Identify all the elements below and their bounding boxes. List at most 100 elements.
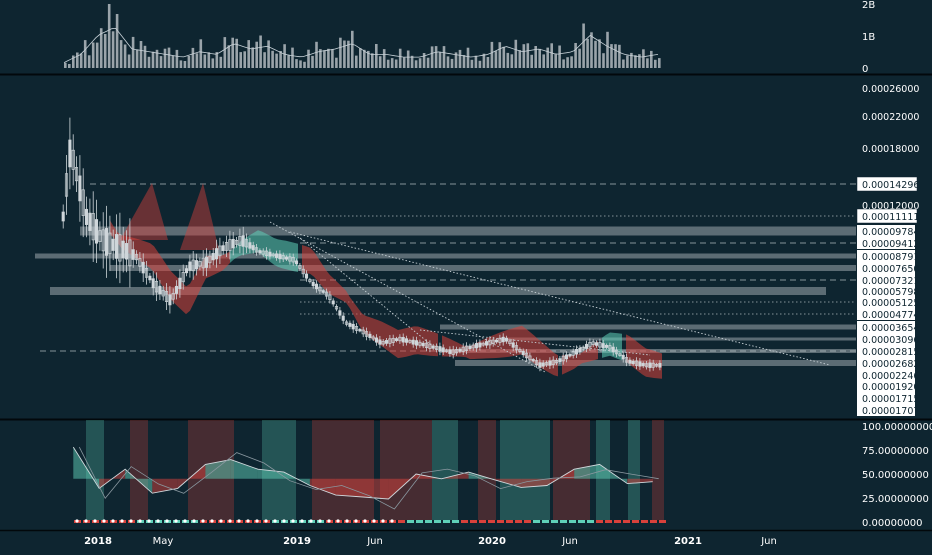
volume-bar xyxy=(215,52,219,68)
candle-body xyxy=(578,347,582,353)
candle-body xyxy=(411,339,415,345)
candle-body xyxy=(501,336,505,343)
candle-body xyxy=(544,362,549,366)
volume-bar xyxy=(622,59,625,68)
volume-bar xyxy=(442,46,446,68)
oscillator-signal-tick xyxy=(515,520,522,523)
candle-body xyxy=(211,253,215,261)
candle-body xyxy=(231,238,235,249)
candle-body xyxy=(591,341,595,346)
candle-body xyxy=(138,258,142,267)
oscillator-signal-tick xyxy=(605,520,612,523)
candle-body xyxy=(548,360,552,366)
oscillator-band xyxy=(478,420,496,520)
candle-body xyxy=(191,259,195,272)
volume-bar xyxy=(127,54,131,68)
candle-body xyxy=(508,340,512,345)
volume-bar xyxy=(502,46,506,68)
time-axis-label: Jun xyxy=(760,536,777,547)
oscillator-axis-label: 100.00000000 xyxy=(862,422,932,433)
time-axis-label: 2020 xyxy=(478,536,506,547)
volume-bar xyxy=(602,53,605,68)
volume-bar xyxy=(243,51,246,68)
candle-body xyxy=(108,232,112,255)
volume-bar xyxy=(343,40,346,68)
candle-body xyxy=(361,329,365,335)
oscillator-signal-dot xyxy=(336,519,340,523)
price-axis-label: 0.00001920 xyxy=(862,382,919,393)
candle-body xyxy=(594,342,599,346)
oscillator-fill-segment xyxy=(230,459,258,479)
candle-body xyxy=(244,239,249,248)
support-zone xyxy=(50,287,826,295)
candle-body xyxy=(454,349,459,354)
volume-bar xyxy=(219,56,223,68)
volume-bar xyxy=(450,58,454,68)
candle-body xyxy=(344,321,349,325)
candle-body xyxy=(514,345,519,351)
volume-bar xyxy=(64,62,67,68)
candle-body xyxy=(278,253,282,260)
volume-bar xyxy=(147,56,151,68)
oscillator-signal-tick xyxy=(524,520,531,523)
candle-body xyxy=(161,290,165,297)
price-label-bg xyxy=(857,321,915,333)
oscillator-signal-dot xyxy=(282,519,286,523)
candle-body xyxy=(414,340,419,346)
volume-bar xyxy=(422,53,426,68)
candle-body xyxy=(478,342,482,348)
price-axis-label: 0.00003096 xyxy=(862,335,919,346)
candle-body xyxy=(581,346,585,350)
candle-body xyxy=(68,139,72,168)
oscillator-signal-dot xyxy=(273,519,277,523)
oscillator-signal-tick xyxy=(641,520,648,523)
candle-body xyxy=(488,339,492,346)
candle-body xyxy=(134,254,139,261)
volume-bar xyxy=(582,23,585,68)
oscillator-signal-tick xyxy=(407,520,414,523)
candle-body xyxy=(451,349,455,355)
candle-body xyxy=(531,359,535,362)
volume-bar xyxy=(255,41,258,68)
price-axis-label: 0.00009412 xyxy=(862,239,919,250)
candle-body xyxy=(374,337,379,343)
candle-body xyxy=(598,342,602,348)
volume-bar xyxy=(259,35,262,68)
candle-body xyxy=(368,333,372,338)
candle-body xyxy=(354,326,359,331)
oscillator-signal-dot xyxy=(174,519,178,523)
volume-bar xyxy=(211,58,215,68)
volume-bar xyxy=(359,48,362,68)
volume-bar xyxy=(470,59,474,68)
price-label-bg xyxy=(857,404,915,416)
price-axis-label: 0.00018000 xyxy=(862,144,919,155)
oscillator-fill-segment xyxy=(521,478,547,488)
time-axis-label: Jun xyxy=(366,536,383,547)
volume-tick-2b: 2B xyxy=(862,0,875,11)
oscillator-signal-tick xyxy=(623,520,630,523)
volume-bar xyxy=(167,47,171,68)
price-axis-label: 0.00001715 xyxy=(862,394,919,405)
oscillator-signal-dot xyxy=(138,519,142,523)
price-label-bg xyxy=(857,274,915,286)
price-label-bg xyxy=(857,250,915,262)
price-label-bg xyxy=(857,237,915,249)
volume-bar xyxy=(223,37,227,68)
oscillator-axis-label: 50.00000000 xyxy=(862,470,929,481)
oscillator-signal-tick xyxy=(533,520,540,523)
candle-body xyxy=(431,345,435,349)
candle-body xyxy=(318,286,322,292)
volume-bar xyxy=(347,40,350,68)
volume-bar xyxy=(658,58,661,68)
candle-body xyxy=(341,315,345,321)
candle-body xyxy=(288,256,292,262)
price-pane: 0.00026000 0.00022000 0.00018000 0.00012000… xyxy=(35,84,919,417)
volume-bar xyxy=(367,50,370,68)
highlighted-price-label-bg xyxy=(856,176,918,192)
volume-bar xyxy=(610,44,613,68)
volume-bar xyxy=(271,50,274,68)
candle-body xyxy=(264,250,269,257)
oscillator-signal-tick xyxy=(542,520,549,523)
candle-body xyxy=(294,260,299,265)
volume-bar xyxy=(578,48,581,68)
